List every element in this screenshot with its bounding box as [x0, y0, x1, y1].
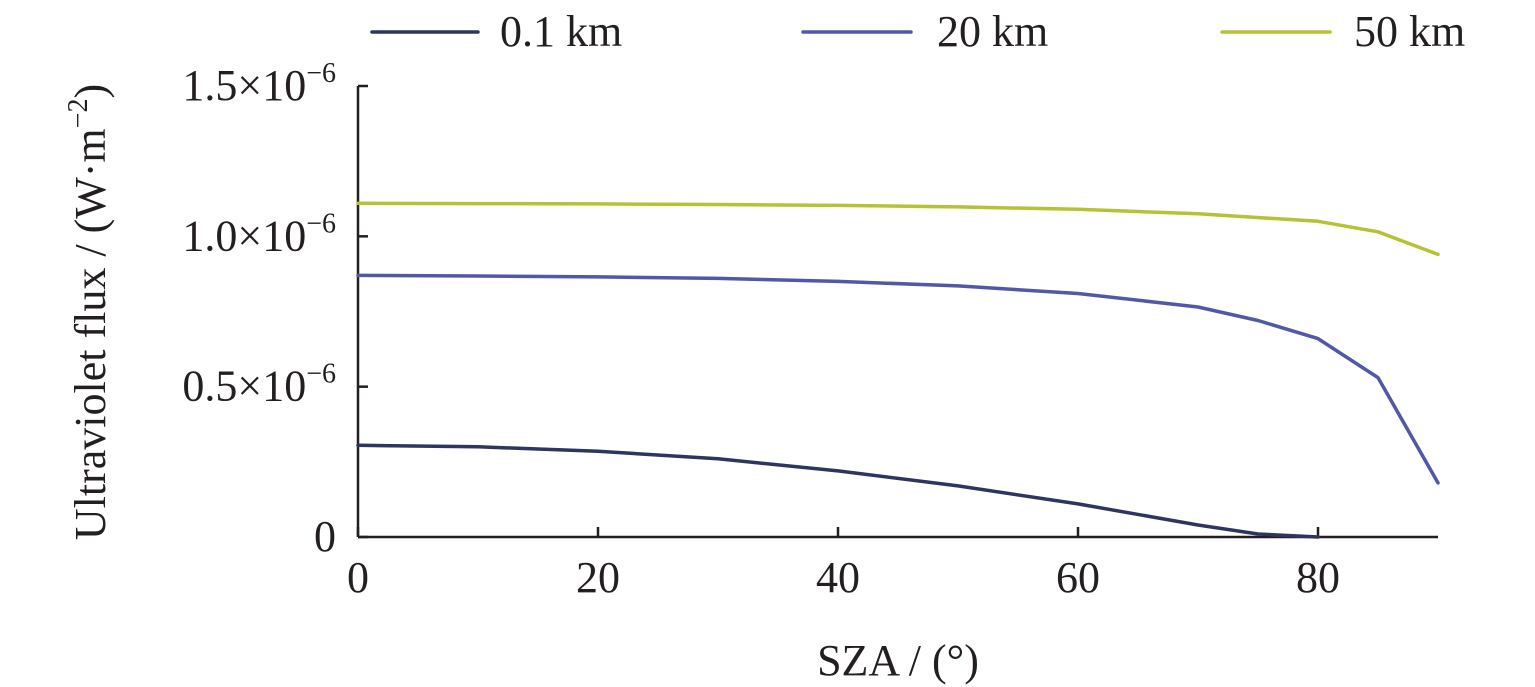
- y-tick-label-base-3: 1.5×10: [182, 61, 306, 110]
- legend-item-0: 0.1 km: [370, 7, 622, 56]
- y-tick-label-1: 0.5×10−6: [182, 359, 336, 411]
- x-tick-label-0: 0: [347, 553, 369, 602]
- series-line-2: [356, 201, 1440, 257]
- series-line-0: [356, 443, 1320, 539]
- y-tick-label-base-1: 0.5×10: [182, 362, 306, 411]
- axes: 0 20 40 60 80 00.5×10−61.0×10−61.5×10−6: [182, 58, 1438, 602]
- y-tick-label-base-0: 0: [314, 512, 336, 561]
- x-axis-title: SZA / (°): [817, 636, 979, 685]
- legend-label-1: 20 km: [937, 7, 1048, 56]
- x-ticks: 0 20 40 60 80: [347, 527, 1340, 602]
- x-tick-label-3: 60: [1056, 553, 1100, 602]
- y-tick-label-0: 0: [314, 512, 336, 561]
- y-tick-label-3: 1.5×10−6: [182, 58, 336, 110]
- legend: 0.1 km 20 km 50 km: [370, 7, 1465, 56]
- y-tick-label-base-2: 1.0×10: [182, 211, 306, 260]
- x-tick-label-4: 80: [1296, 553, 1340, 602]
- series-group: [356, 201, 1440, 539]
- y-tick-label-exp-1: −6: [306, 359, 336, 390]
- x-tick-label-1: 20: [576, 553, 620, 602]
- series-line-1: [356, 273, 1440, 485]
- y-tick-label-2: 1.0×10−6: [182, 208, 336, 260]
- legend-label-0: 0.1 km: [500, 7, 622, 56]
- y-axis-title-sup: −2: [63, 99, 94, 129]
- y-axis-title-text: Ultraviolet flux / (W·m: [66, 128, 115, 540]
- y-tick-label-exp-2: −6: [306, 208, 336, 239]
- legend-item-2: 50 km: [1220, 7, 1465, 56]
- legend-label-2: 50 km: [1354, 7, 1465, 56]
- y-axis-title-close: ): [66, 84, 115, 99]
- legend-item-1: 20 km: [801, 7, 1048, 56]
- y-tick-label-exp-3: −6: [306, 58, 336, 89]
- y-ticks: 00.5×10−61.0×10−61.5×10−6: [182, 58, 368, 561]
- y-axis-title: Ultraviolet flux / (W·m−2): [63, 84, 115, 540]
- x-tick-label-2: 40: [816, 553, 860, 602]
